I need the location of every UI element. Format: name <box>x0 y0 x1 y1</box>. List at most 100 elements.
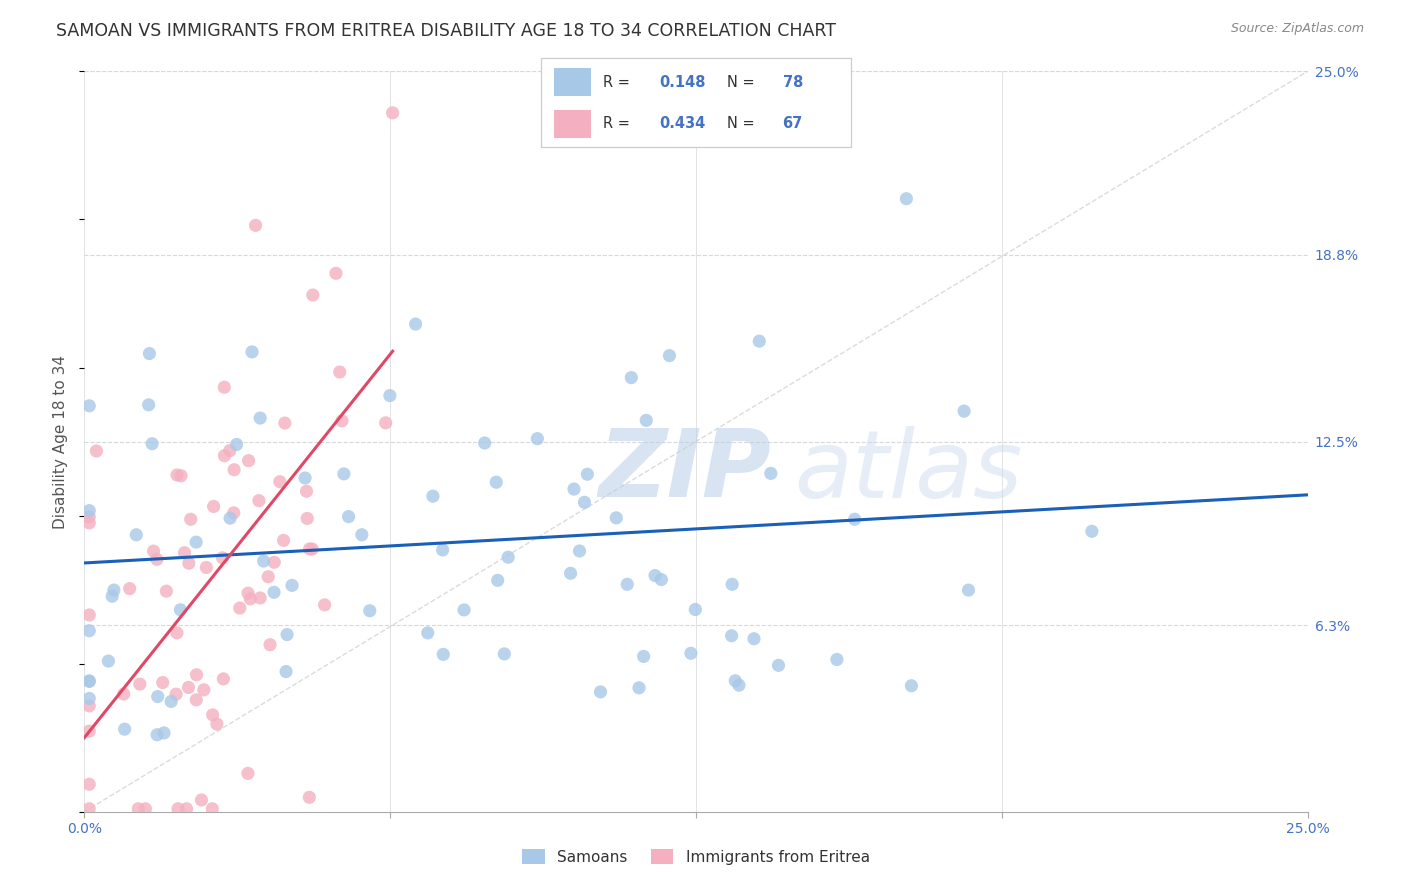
Point <box>496 550 519 565</box>
Point <box>329 365 352 379</box>
Text: SAMOAN VS IMMIGRANTS FROM ERITREA DISABILITY AGE 18 TO 34 CORRELATION CHART: SAMOAN VS IMMIGRANTS FROM ERITREA DISABI… <box>56 22 837 40</box>
Point <box>224 463 246 477</box>
Point <box>138 398 160 412</box>
Point <box>86 444 108 458</box>
Point <box>405 317 427 331</box>
Point <box>170 468 193 483</box>
Point <box>416 625 439 640</box>
Point <box>295 484 318 499</box>
Point <box>77 698 100 713</box>
Point <box>269 475 291 489</box>
Point <box>166 625 188 640</box>
Point <box>202 500 225 514</box>
Y-axis label: Disability Age 18 to 34: Disability Age 18 to 34 <box>53 354 69 529</box>
Point <box>193 682 215 697</box>
Point <box>957 583 980 598</box>
Point <box>685 602 707 616</box>
Point <box>77 516 100 530</box>
Point <box>274 665 297 679</box>
FancyBboxPatch shape <box>554 110 591 138</box>
Point <box>190 793 212 807</box>
Point <box>112 687 135 701</box>
Point <box>146 690 169 704</box>
Point <box>636 413 658 427</box>
Point <box>825 652 848 666</box>
Point <box>494 647 516 661</box>
Point <box>219 511 242 525</box>
Point <box>359 604 381 618</box>
Point <box>276 627 298 641</box>
Point <box>77 399 100 413</box>
Point <box>724 673 747 688</box>
Point <box>453 603 475 617</box>
Point <box>768 658 790 673</box>
Point <box>633 649 655 664</box>
Point <box>201 802 224 816</box>
Point <box>128 677 150 691</box>
Point <box>381 105 404 120</box>
Point <box>114 722 136 736</box>
Point <box>169 603 191 617</box>
Point <box>236 586 259 600</box>
Point <box>759 467 782 481</box>
Point <box>214 449 236 463</box>
Point <box>127 802 149 816</box>
Point <box>211 550 233 565</box>
Point <box>77 802 100 816</box>
Point <box>195 560 218 574</box>
Point <box>146 552 169 566</box>
Point <box>118 582 141 596</box>
Point <box>249 411 271 425</box>
Point <box>167 802 190 816</box>
Point <box>485 475 508 490</box>
Point <box>720 629 742 643</box>
Point <box>658 349 681 363</box>
Point <box>576 467 599 482</box>
Point <box>568 544 591 558</box>
Point <box>165 687 187 701</box>
Point <box>685 105 707 120</box>
Point <box>212 672 235 686</box>
Text: atlas: atlas <box>794 425 1022 516</box>
Point <box>297 511 319 525</box>
Text: 78: 78 <box>783 75 803 89</box>
Point <box>186 693 208 707</box>
Point <box>101 589 124 603</box>
Point <box>273 533 295 548</box>
Point <box>245 219 267 233</box>
Point <box>184 535 207 549</box>
Point <box>252 554 274 568</box>
Point <box>900 679 922 693</box>
Point <box>526 432 548 446</box>
Point <box>259 638 281 652</box>
Point <box>333 467 356 481</box>
Point <box>953 404 976 418</box>
Text: 0.148: 0.148 <box>659 75 706 89</box>
Point <box>236 766 259 780</box>
Point <box>240 345 263 359</box>
Point <box>77 777 100 791</box>
Point <box>153 726 176 740</box>
Point <box>650 573 672 587</box>
Text: 67: 67 <box>783 117 803 131</box>
Point <box>1081 524 1104 539</box>
Point <box>330 414 353 428</box>
Text: ZIP: ZIP <box>598 425 770 517</box>
Point <box>301 288 323 302</box>
Point <box>205 717 228 731</box>
Point <box>274 416 297 430</box>
Point <box>728 678 751 692</box>
Point <box>160 694 183 708</box>
Point <box>238 453 260 467</box>
Point <box>186 668 208 682</box>
Point <box>141 436 163 450</box>
Point <box>173 546 195 560</box>
Point <box>229 601 252 615</box>
Text: 0.434: 0.434 <box>659 117 704 131</box>
Point <box>239 591 262 606</box>
Point <box>103 583 125 598</box>
Point <box>844 512 866 526</box>
Point <box>605 511 627 525</box>
Point <box>180 512 202 526</box>
Point <box>138 346 160 360</box>
